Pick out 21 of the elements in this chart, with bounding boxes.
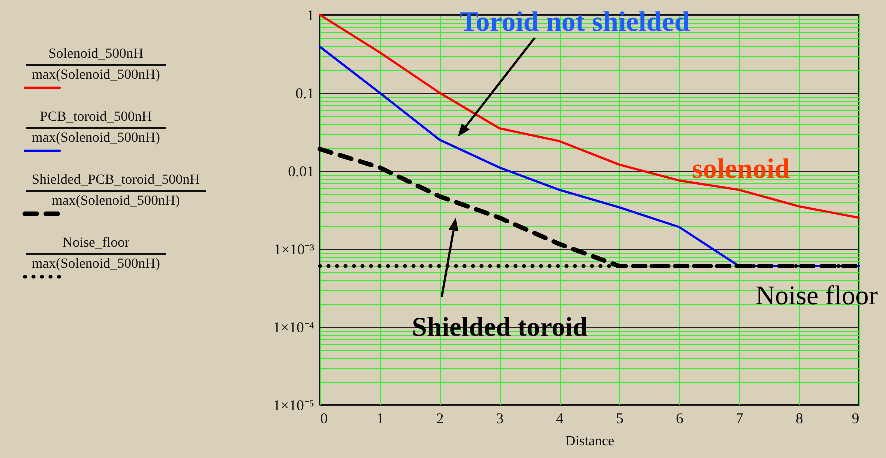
x-tick-label: 1 <box>376 412 384 428</box>
x-tick-label: 2 <box>436 412 444 428</box>
text: Noise_floor max(Solenoid_500nH) <box>26 233 166 275</box>
x-tick-label: 3 <box>496 412 504 428</box>
y-tick-label: 1×10⁻⁴ <box>273 320 314 336</box>
text: Solenoid_500nH max(Solenoid_500nH) <box>26 44 166 86</box>
x-tick-label: 5 <box>616 412 624 428</box>
x-tick-label: 6 <box>676 412 684 428</box>
y-tick-label: 0.01 <box>288 164 314 180</box>
x-tick-label: 0 <box>320 412 328 428</box>
x-tick-label: 8 <box>796 412 804 428</box>
x-tick-label: 4 <box>556 412 564 428</box>
y-tick-label: 1×10⁻³ <box>274 242 315 258</box>
text: PCB_toroid_500nH max(Solenoid_500nH) <box>26 107 166 149</box>
text: Shielded_PCB_toroid_500nH max(Solenoid_500nH) <box>26 170 206 212</box>
y-tick-label: 1 <box>307 8 314 24</box>
x-tick-label: 9 <box>852 412 860 428</box>
x-tick-label: 7 <box>736 412 744 428</box>
x-axis-title: Distance <box>566 434 614 450</box>
y-tick-label: 1×10⁻⁵ <box>273 398 314 414</box>
y-tick-label: 0.1 <box>296 86 314 102</box>
